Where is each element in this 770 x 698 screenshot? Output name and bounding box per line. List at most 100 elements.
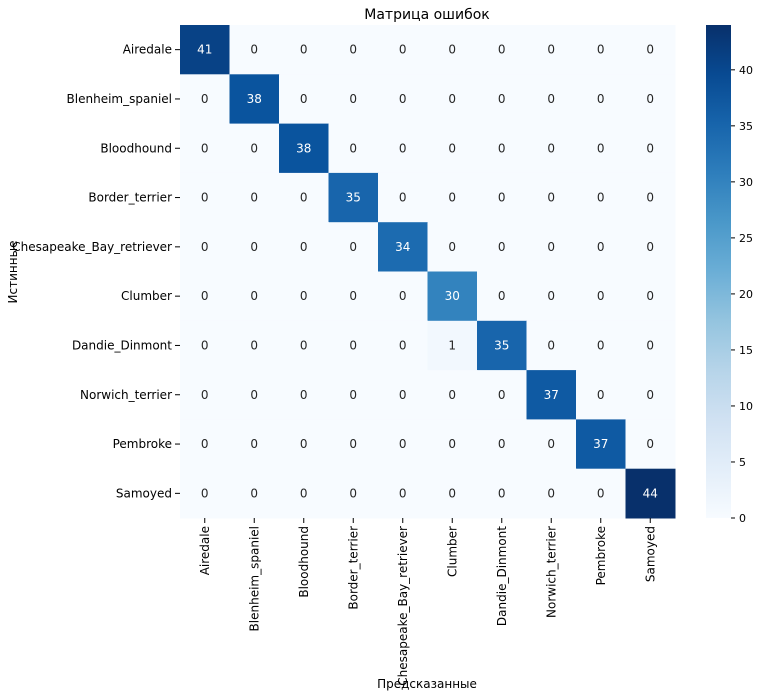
heatmap-cell [180,320,230,371]
cell-value-label: 0 [349,338,357,352]
heatmap-cell [427,172,478,223]
cell-value-label: 0 [201,92,209,106]
heatmap-cell [526,468,577,519]
cell-value-label: 0 [201,437,209,451]
heatmap-cell [279,222,329,272]
heatmap-cell [576,123,626,174]
cell-value-label: 0 [250,486,258,500]
heatmap-cell [378,25,428,75]
heatmap-cell [427,222,478,272]
y-tick-label: Norwich_terrier [80,388,172,402]
cell-value-label: 0 [250,338,258,352]
cell-value-label: 0 [597,191,605,205]
cell-value-label: 0 [201,486,209,500]
cell-value-label: 0 [300,437,308,451]
cell-value-label: 0 [250,191,258,205]
cell-value-label: 0 [250,437,258,451]
heatmap-cell [526,172,577,223]
cell-value-label: 0 [448,240,456,254]
cell-value-label: 0 [201,338,209,352]
heatmap-cell [279,74,329,125]
heatmap-cell [477,320,527,371]
heatmap-cell [378,468,428,519]
heatmap-cell [378,123,428,174]
cell-value-label: 0 [597,338,605,352]
heatmap-cell [180,271,230,322]
cell-value-label: 0 [498,141,506,155]
heatmap-cell [279,123,329,174]
heatmap-cell [328,370,379,420]
heatmap-cell [328,271,379,322]
cell-value-label: 0 [646,289,654,303]
cell-value-label: 0 [250,240,258,254]
cell-value-label: 0 [547,191,555,205]
cell-value-label: 0 [448,486,456,500]
cell-value-label: 0 [300,289,308,303]
cell-value-label: 0 [300,338,308,352]
heatmap-cell [279,419,329,470]
cell-value-label: 0 [250,141,258,155]
cell-value-label: 38 [296,141,311,155]
y-tick-label: Blenheim_spaniel [67,92,172,106]
y-tick-label: Samoyed [116,486,172,500]
cell-value-label: 35 [494,338,509,352]
cell-value-label: 0 [349,486,357,500]
heatmap-cell [180,74,230,125]
cell-value-label: 0 [597,240,605,254]
y-axis-label: Истинные [6,241,20,304]
heatmap-cell [625,222,676,272]
heatmap-cell [625,172,676,223]
heatmap-cell [229,370,280,420]
heatmap-cell [328,222,379,272]
heatmap-cell [180,25,230,75]
cell-value-label: 0 [399,486,407,500]
x-tick-label: Pembroke [594,526,608,585]
cell-value-label: 0 [399,191,407,205]
heatmap-cell [427,271,478,322]
heatmap-cell [477,222,527,272]
colorbar-tick-label: 25 [739,232,753,245]
heatmap-cell [625,320,676,371]
cell-value-label: 0 [448,141,456,155]
cell-value-label: 0 [399,289,407,303]
cell-value-label: 0 [300,388,308,402]
x-tick-label: Dandie_Dinmont [495,526,509,626]
cell-value-label: 0 [597,141,605,155]
heatmap-cell [427,320,478,371]
heatmap-cell [477,123,527,174]
cell-value-label: 0 [399,338,407,352]
cell-value-label: 30 [445,289,460,303]
heatmap-cell [328,468,379,519]
heatmap-cell [625,74,676,125]
cell-value-label: 0 [448,92,456,106]
colorbar-tick-label: 35 [739,120,753,133]
heatmap-cell [576,172,626,223]
cell-value-label: 0 [597,43,605,57]
cell-value-label: 37 [544,388,559,402]
cell-value-label: 0 [349,289,357,303]
heatmap-cell [477,370,527,420]
cell-value-label: 0 [498,240,506,254]
heatmap-cell [526,370,577,420]
heatmap-cell [477,172,527,223]
cell-value-label: 0 [399,43,407,57]
cell-value-label: 0 [201,240,209,254]
heatmap-cell [378,370,428,420]
heatmap-cell [229,419,280,470]
cell-value-label: 0 [349,437,357,451]
heatmap-cell [625,370,676,420]
heatmap-cell [229,468,280,519]
heatmap-cell [378,320,428,371]
x-tick-label: Border_terrier [346,526,360,610]
heatmap-cell [180,172,230,223]
cell-value-label: 0 [448,437,456,451]
cell-value-label: 0 [399,437,407,451]
cell-value-label: 0 [448,191,456,205]
heatmap-cell [576,222,626,272]
heatmap-cell [576,74,626,125]
heatmap-cell [427,123,478,174]
y-tick-label: Chesapeake_Bay_retriever [12,240,172,254]
cell-value-label: 0 [597,388,605,402]
cell-value-label: 0 [349,240,357,254]
cell-value-label: 0 [646,141,654,155]
